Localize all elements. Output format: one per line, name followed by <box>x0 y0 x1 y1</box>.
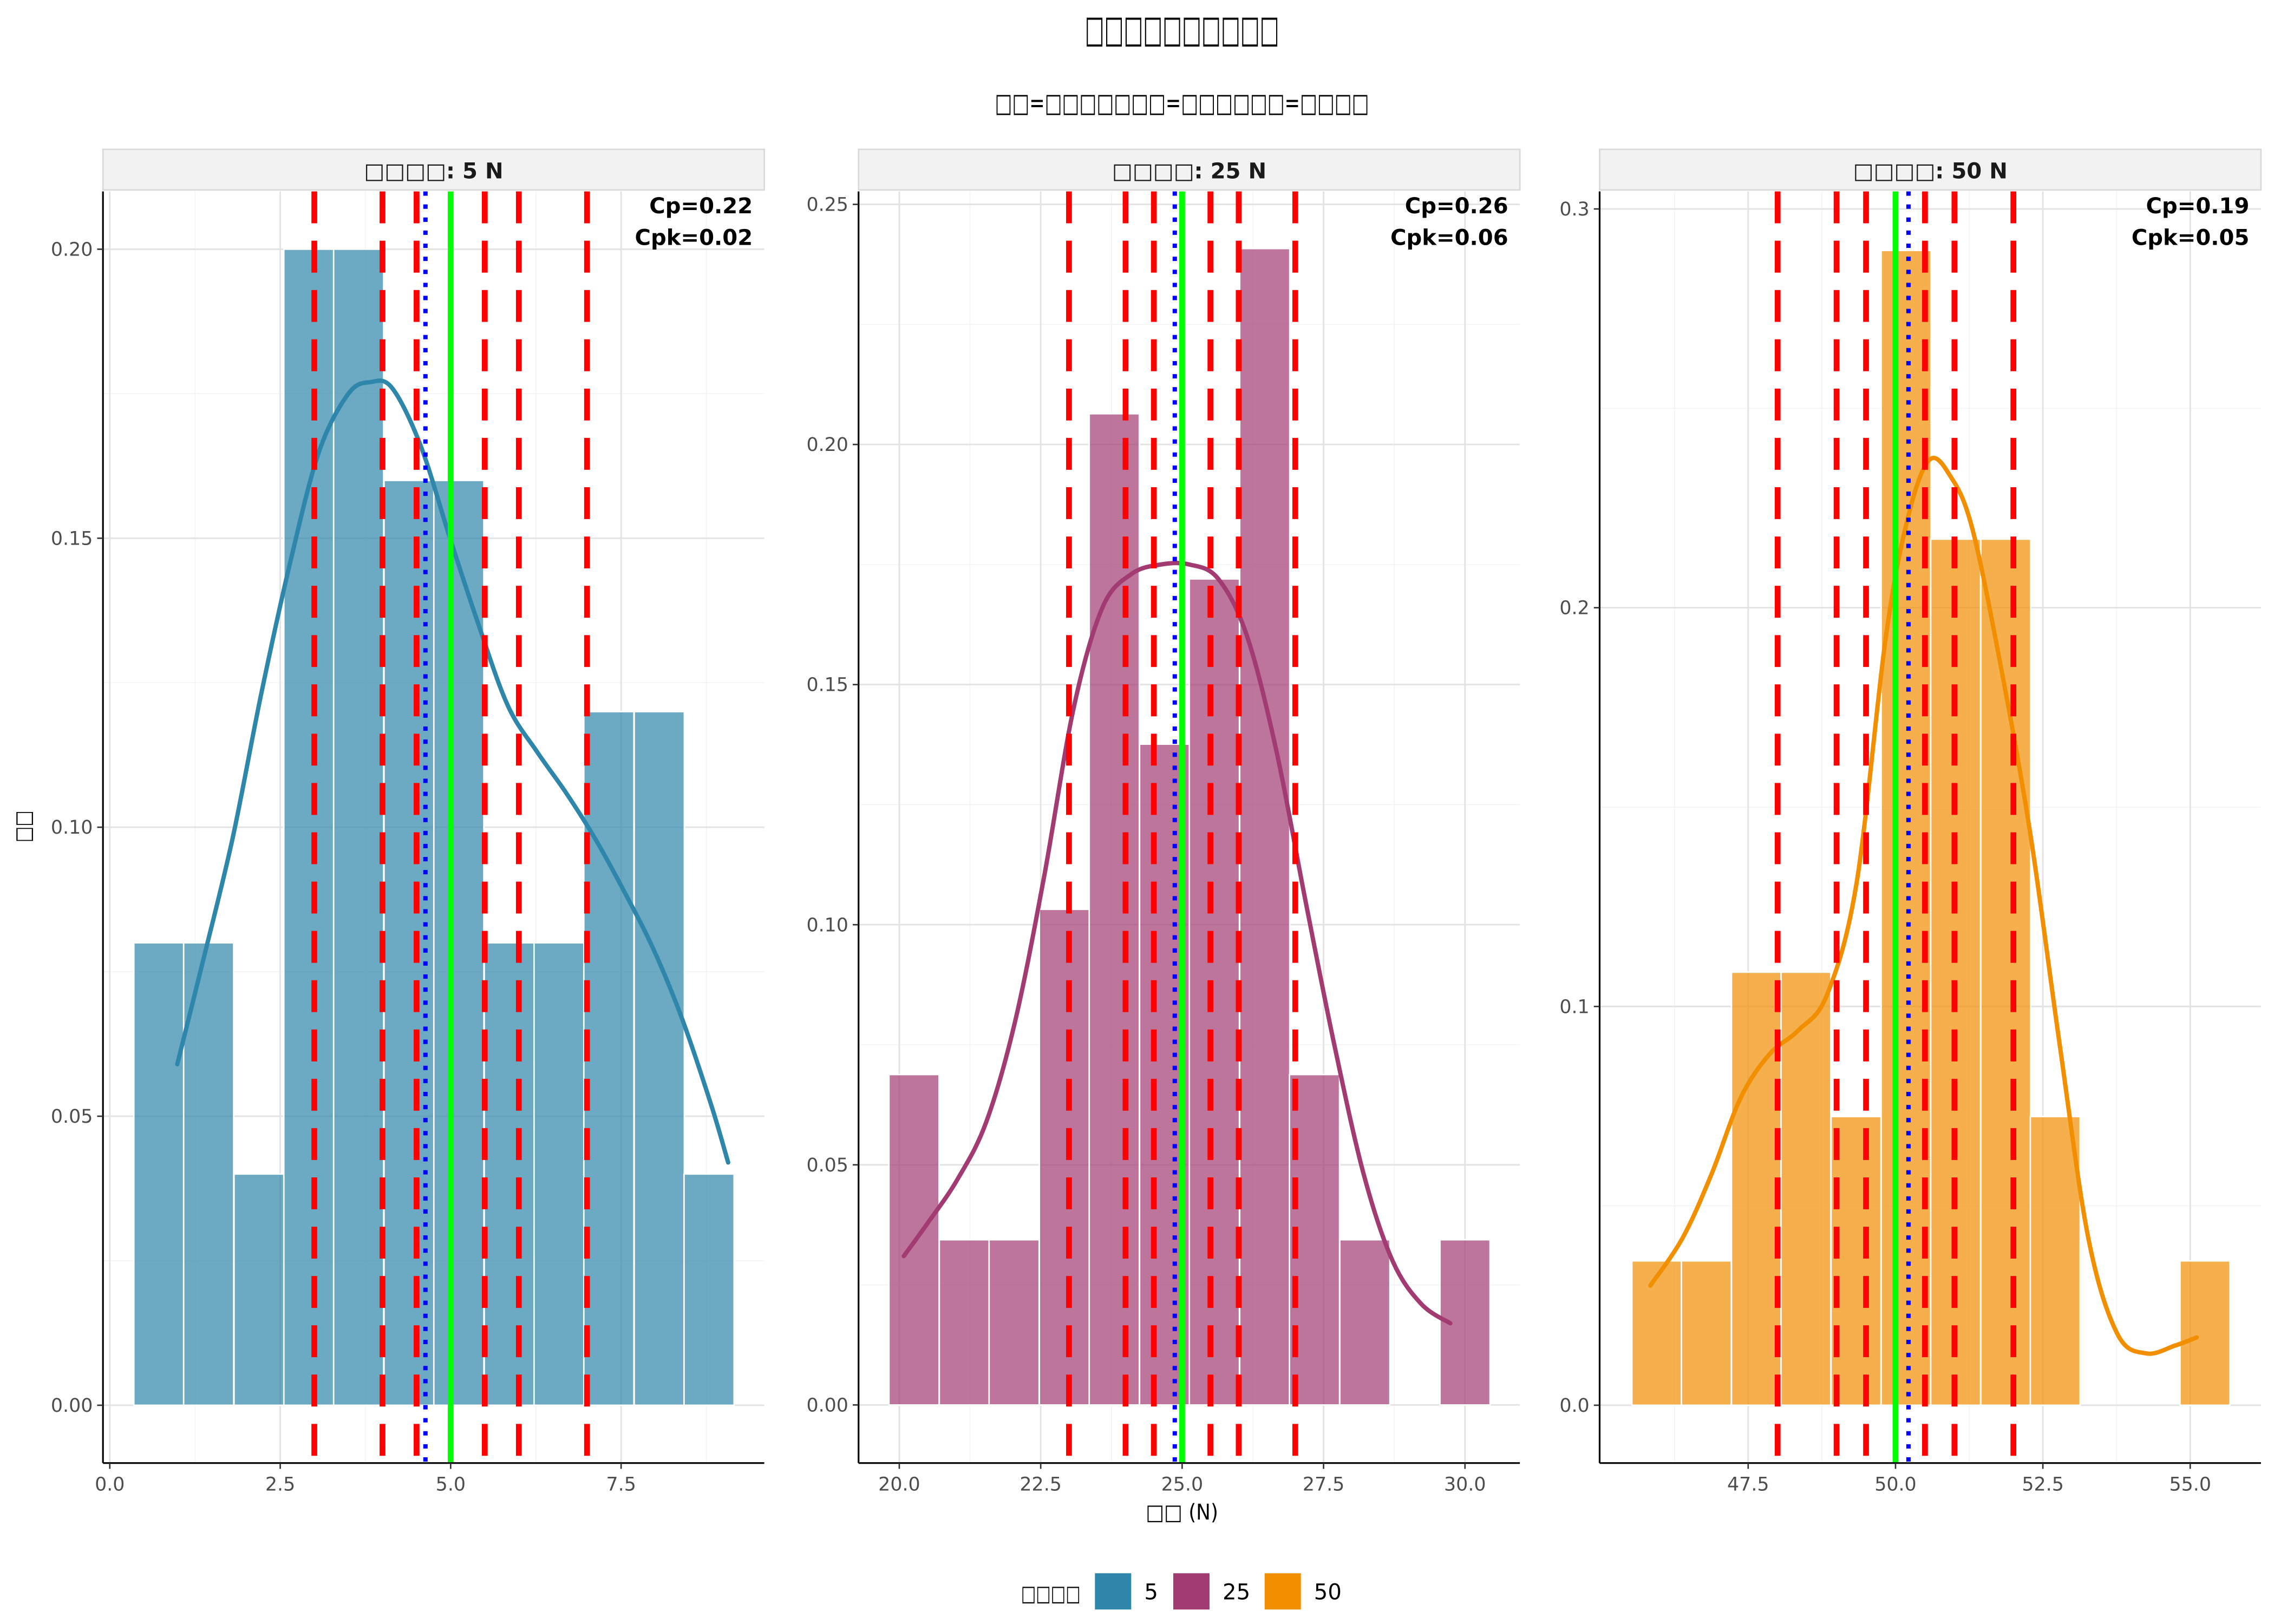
y-tick-label: 0.05 <box>806 1155 848 1176</box>
legend-title: □□□□ <box>1021 1581 1081 1606</box>
y-tick-label: 0.20 <box>806 434 848 456</box>
histogram-bar <box>583 711 635 1406</box>
density-curve <box>901 561 1453 1326</box>
y-tick-label: 0.15 <box>51 528 93 549</box>
y-tick-label: 0.2 <box>1559 598 1589 619</box>
legend-item-label: 5 <box>1144 1580 1158 1605</box>
y-tick-label: 0.00 <box>51 1395 93 1417</box>
histogram-bar <box>233 1173 285 1406</box>
x-tick-label: 27.5 <box>1303 1474 1345 1496</box>
density-curve <box>175 378 730 1165</box>
y-tick-label: 0.10 <box>806 914 848 936</box>
legend-item: 25 <box>1173 1573 1250 1610</box>
histogram-bar <box>483 942 535 1406</box>
legend-item-label: 50 <box>1314 1580 1342 1605</box>
x-tick-label: 7.5 <box>606 1474 636 1496</box>
x-tick-label: 52.5 <box>2022 1474 2064 1496</box>
legend-item-label: 25 <box>1223 1580 1250 1605</box>
x-tick-label: 25.0 <box>1161 1474 1204 1496</box>
y-axis-title: □□ <box>11 810 36 842</box>
facet-label: □□□□: 5 N <box>364 159 503 184</box>
y-tick-label: 0.15 <box>806 675 848 696</box>
facet-label: □□□□: 50 N <box>1853 159 2008 184</box>
histogram-bar <box>1780 971 1832 1406</box>
histogram-bar <box>332 248 384 1406</box>
facet-strip <box>858 148 1521 191</box>
histogram-bar <box>1730 971 1782 1406</box>
y-tick-label: 0.25 <box>806 194 848 216</box>
legend-item: 50 <box>1264 1573 1342 1610</box>
legend-item: 5 <box>1095 1573 1158 1610</box>
histogram-bar <box>383 480 435 1406</box>
y-tick-label: 0.10 <box>51 817 93 839</box>
histogram-bar <box>683 1173 735 1406</box>
cpk-annotation: Cpk=0.06 <box>1390 226 1508 251</box>
y-tick-label: 0.20 <box>51 239 93 260</box>
histogram-bar <box>988 1239 1040 1406</box>
histogram-bar <box>633 711 685 1406</box>
x-tick-label: 50.0 <box>1874 1474 1917 1496</box>
x-tick-label: 55.0 <box>2170 1474 2212 1496</box>
histogram-bar <box>1631 1260 1683 1406</box>
facet-panel: □□□□: 25 N 20.0 22.5 25.0 27.5 30.0 0.00 0.05 0.… <box>806 148 1521 1496</box>
legend-key-swatch <box>1264 1573 1301 1610</box>
cpk-annotation: Cpk=0.05 <box>2132 226 2250 251</box>
histogram-bar <box>1930 538 1982 1406</box>
facet-panel: □□□□: 5 N 0.0 2.5 5.0 7.5 0.00 0.05 0.10 0.15 0.2… <box>51 148 765 1496</box>
histogram-bar <box>533 942 585 1406</box>
x-tick-label: 22.5 <box>1020 1474 1062 1496</box>
x-tick-label: 0.0 <box>95 1474 125 1496</box>
histogram-bar <box>938 1239 990 1406</box>
histogram-bar <box>1980 538 2031 1406</box>
histogram-bar <box>1339 1239 1391 1406</box>
histogram-bar <box>433 480 485 1406</box>
y-tick-label: 0.1 <box>1559 996 1589 1018</box>
x-tick-label: 5.0 <box>436 1474 466 1496</box>
histogram-bar <box>1038 908 1090 1406</box>
cpk-annotation: Cpk=0.02 <box>635 226 753 251</box>
x-tick-label: 47.5 <box>1727 1474 1769 1496</box>
histogram-bar <box>1239 247 1291 1406</box>
legend: □□□□ 5 25 50 <box>1021 1573 1342 1610</box>
legend-key-swatch <box>1173 1573 1210 1610</box>
x-tick-label: 20.0 <box>878 1474 920 1496</box>
cp-annotation: Cp=0.22 <box>649 194 753 219</box>
facet-strip <box>102 148 765 191</box>
histogram-bar <box>133 942 185 1406</box>
histogram-bar <box>283 248 335 1406</box>
x-tick-label: 2.5 <box>265 1474 295 1496</box>
x-axis-title: □□ (N) <box>1146 1500 1218 1525</box>
facet-panels: □□□□: 5 N 0.0 2.5 5.0 7.5 0.00 0.05 0.10 0.15 0.2… <box>51 148 2262 1496</box>
histogram-bar <box>2029 1116 2081 1406</box>
y-tick-label: 0.3 <box>1559 199 1589 220</box>
x-tick-label: 30.0 <box>1444 1474 1486 1496</box>
cp-annotation: Cp=0.19 <box>2146 194 2250 219</box>
histogram-bar <box>1088 412 1140 1406</box>
facet-strip <box>1599 148 2262 191</box>
y-tick-label: 0.05 <box>51 1106 93 1128</box>
y-tick-label: 0.0 <box>1559 1395 1589 1417</box>
histogram-bar <box>1681 1260 1732 1406</box>
facet-panel: □□□□: 50 N 47.5 50.0 52.5 55.0 0.0 0.1 0.2 0.3 Cp… <box>1559 148 2262 1496</box>
legend-key-swatch <box>1095 1573 1132 1610</box>
histogram-bar <box>182 942 234 1406</box>
chart-title: □□□□□□□□□□ <box>1085 8 1279 51</box>
y-tick-label: 0.00 <box>806 1394 848 1416</box>
density-curve <box>1648 455 2199 1356</box>
histogram-bar <box>1188 578 1240 1406</box>
chart-subtitle: □□=□□□□□□□=□□□□□□=□□□□ <box>995 88 1369 118</box>
facet-label: □□□□: 25 N <box>1112 159 1266 184</box>
cp-annotation: Cp=0.26 <box>1405 194 1508 219</box>
histogram-bar <box>2179 1260 2231 1406</box>
